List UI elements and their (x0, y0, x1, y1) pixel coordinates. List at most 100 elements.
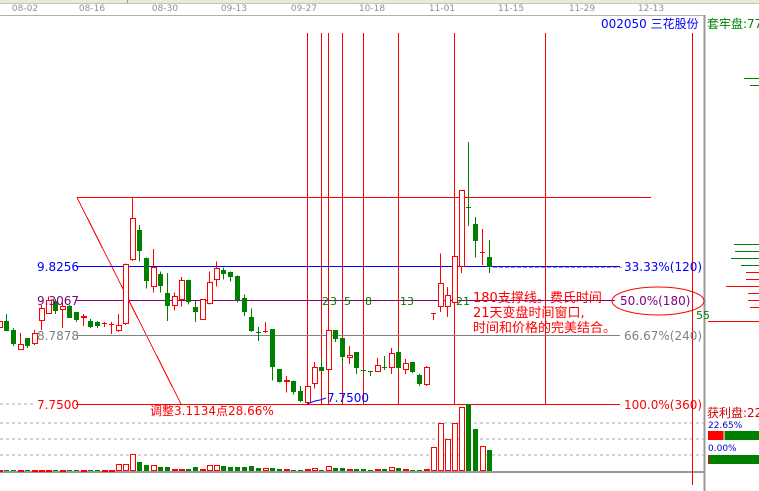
candle-body (200, 299, 206, 320)
volume-bar (403, 469, 409, 471)
volume-bar (340, 468, 345, 471)
volume-bar (67, 470, 72, 471)
candle-body (375, 365, 381, 372)
candle (431, 312, 436, 321)
fib-level-price-label: 7.7500 (37, 397, 79, 412)
candle-body (270, 329, 275, 367)
candle (81, 314, 87, 327)
candle (186, 279, 191, 305)
candle (46, 296, 52, 315)
candle-body (319, 367, 324, 371)
volume-bar (18, 470, 24, 472)
candle-body (11, 330, 16, 344)
note-line-1: 180支撑线。费氏时间 (473, 291, 602, 306)
candle-body (277, 369, 282, 382)
candle (193, 300, 198, 323)
candle-body (88, 321, 93, 327)
candle-body (74, 312, 79, 320)
candle (326, 330, 332, 371)
candle-body (389, 353, 395, 368)
profit-percent: 22.65% (708, 421, 743, 431)
candle (249, 308, 254, 333)
candle-body (228, 272, 233, 277)
volume-bar (46, 470, 52, 472)
candle (116, 314, 122, 333)
date-tick-label: 12-13 (637, 4, 665, 14)
date-axis: 08-02 08-16 08-30 09-13 09-27 10-18 11-01 11-15… (0, 4, 704, 16)
candle-body (46, 300, 52, 314)
candle-body (333, 330, 338, 339)
volume-bar (242, 467, 247, 471)
candle (445, 286, 451, 317)
candle-body (340, 338, 345, 357)
volume-bar (200, 469, 206, 471)
candle-body (305, 386, 311, 403)
candle (277, 368, 282, 383)
volume-bar (95, 470, 100, 471)
zero-percent: 0.00% (708, 444, 737, 454)
date-tick-label: 09-13 (220, 4, 248, 14)
candle-body (67, 306, 72, 318)
candle-body (417, 375, 422, 384)
volume-bar (263, 468, 269, 471)
candle (368, 370, 373, 377)
candle (347, 346, 353, 365)
volume-bar (368, 470, 373, 471)
volume-bar (207, 465, 213, 471)
volume-bar (249, 466, 254, 471)
volume-bar (284, 469, 290, 471)
volume-bar (74, 470, 79, 471)
date-tick-label: 10-18 (358, 4, 386, 14)
volume-bar (389, 467, 395, 471)
candle-body (172, 296, 178, 306)
date-tick-label: 11-29 (568, 4, 596, 14)
candle (0, 321, 3, 328)
volume-bar (102, 470, 108, 472)
volume-bar (466, 404, 471, 471)
candle (144, 257, 149, 289)
candle (165, 273, 170, 321)
volume-bar (39, 470, 45, 472)
candle-body (403, 363, 409, 370)
candle-body (291, 381, 296, 392)
volume-bar (431, 447, 437, 471)
volume-bar (11, 470, 16, 471)
fib-time-label: 21 (456, 295, 470, 308)
candle-body (18, 344, 24, 350)
candle (340, 338, 345, 365)
volume-bar (375, 469, 381, 471)
volume-bar (277, 469, 282, 471)
candle (32, 330, 38, 345)
candle (410, 362, 415, 373)
candle-body (193, 307, 198, 312)
candle-body (284, 380, 290, 382)
candle (389, 348, 395, 375)
volume-bar (228, 467, 233, 471)
candle-body (32, 333, 38, 344)
low-price-label: 7.7500 (327, 391, 369, 405)
trapped-chips-label: 套牢盘:77 (707, 17, 759, 31)
candle (480, 229, 485, 266)
volume-bar (326, 466, 332, 471)
candle (466, 142, 471, 226)
candle (172, 292, 178, 311)
note-line-2: 21天变盘时间窗口, (473, 306, 585, 321)
candle (382, 356, 387, 371)
highlight-ellipse (611, 286, 705, 316)
candle-body (151, 267, 157, 287)
candle-body (396, 352, 401, 368)
candle-body (60, 306, 66, 310)
fib-time-label: 8 (365, 295, 372, 308)
volume-bar (0, 470, 3, 472)
candle-body (487, 257, 492, 267)
candle (263, 322, 268, 333)
candle-body (473, 224, 478, 241)
candle (403, 358, 409, 375)
candle (375, 358, 381, 373)
volume-bar (123, 464, 129, 471)
candle-body (95, 322, 100, 326)
candle-body (158, 274, 163, 286)
volume-bar (151, 465, 157, 471)
candle (256, 326, 261, 341)
